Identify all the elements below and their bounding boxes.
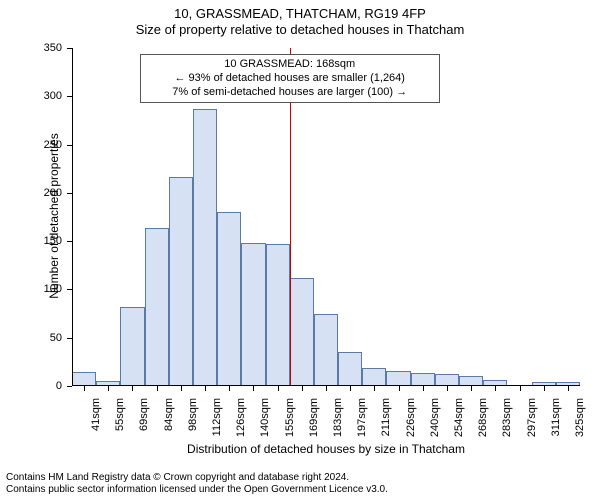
xtick-label: 197sqm bbox=[356, 398, 368, 458]
bar bbox=[120, 307, 144, 386]
bar bbox=[459, 376, 483, 386]
bar bbox=[290, 278, 314, 386]
xtick-label: 112sqm bbox=[211, 398, 223, 458]
xtick-label: 84sqm bbox=[163, 398, 175, 458]
bar bbox=[411, 373, 435, 386]
bar bbox=[72, 372, 96, 386]
annotation-box: 10 GRASSMEAD: 168sqm← 93% of detached ho… bbox=[140, 54, 440, 103]
annotation-line: 7% of semi-detached houses are larger (1… bbox=[147, 86, 433, 100]
xtick-label: 268sqm bbox=[477, 398, 489, 458]
ytick-label: 200 bbox=[0, 187, 62, 199]
bar bbox=[386, 371, 410, 386]
xtick-label: 55sqm bbox=[114, 398, 126, 458]
bar bbox=[314, 314, 338, 386]
annotation-line: ← 93% of detached houses are smaller (1,… bbox=[147, 72, 433, 86]
ytick-label: 300 bbox=[0, 90, 62, 102]
xtick-label: 311sqm bbox=[550, 398, 562, 458]
xtick-label: 254sqm bbox=[453, 398, 465, 458]
bar bbox=[435, 374, 459, 386]
bar bbox=[266, 244, 290, 386]
bar bbox=[169, 177, 193, 386]
xtick-label: 98sqm bbox=[187, 398, 199, 458]
bar bbox=[193, 109, 217, 386]
xtick-label: 169sqm bbox=[308, 398, 320, 458]
ytick-label: 50 bbox=[0, 332, 62, 344]
histogram-chart: 10 GRASSMEAD: 168sqm← 93% of detached ho… bbox=[72, 48, 580, 386]
bar bbox=[217, 212, 241, 386]
ytick-label: 250 bbox=[0, 139, 62, 151]
bar bbox=[145, 228, 169, 386]
xtick-label: 240sqm bbox=[429, 398, 441, 458]
page-subtitle: Size of property relative to detached ho… bbox=[0, 22, 600, 38]
page-title: 10, GRASSMEAD, THATCHAM, RG19 4FP bbox=[0, 6, 600, 22]
footer: Contains HM Land Registry data © Crown c… bbox=[6, 472, 388, 496]
xtick-label: 325sqm bbox=[574, 398, 586, 458]
ytick-label: 0 bbox=[0, 380, 62, 392]
xtick-label: 297sqm bbox=[526, 398, 538, 458]
xtick-label: 155sqm bbox=[284, 398, 296, 458]
xtick-label: 226sqm bbox=[405, 398, 417, 458]
bar bbox=[362, 368, 386, 386]
footer-line: Contains public sector information licen… bbox=[6, 484, 388, 496]
xtick-label: 211sqm bbox=[380, 398, 392, 458]
bar bbox=[338, 352, 362, 386]
footer-line: Contains HM Land Registry data © Crown c… bbox=[6, 472, 388, 484]
ytick-label: 350 bbox=[0, 42, 62, 54]
xtick-label: 41sqm bbox=[90, 398, 102, 458]
ytick-label: 100 bbox=[0, 283, 62, 295]
xtick-label: 183sqm bbox=[332, 398, 344, 458]
ytick-label: 150 bbox=[0, 235, 62, 247]
annotation-line: 10 GRASSMEAD: 168sqm bbox=[147, 58, 433, 72]
xtick-label: 283sqm bbox=[501, 398, 513, 458]
xtick-label: 69sqm bbox=[138, 398, 150, 458]
bar bbox=[241, 243, 265, 386]
xtick-label: 126sqm bbox=[235, 398, 247, 458]
xtick-label: 140sqm bbox=[259, 398, 271, 458]
